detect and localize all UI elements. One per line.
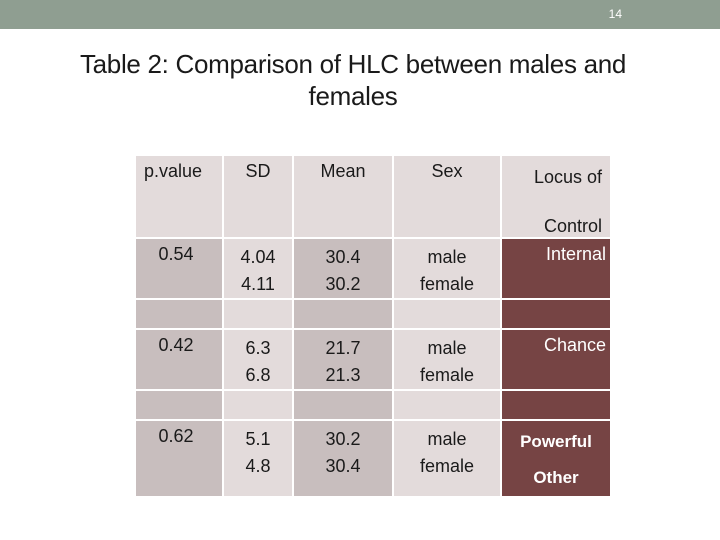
header-sd: SD <box>224 156 292 237</box>
top-bar: 14 <box>0 0 720 29</box>
pvalue-cell: 0.62 <box>136 421 222 496</box>
slide-number: 14 <box>608 7 622 21</box>
mean-cell: 21.7 21.3 <box>294 330 392 389</box>
mean-cell: 30.4 30.2 <box>294 239 392 298</box>
slide-title-line-2: females <box>308 81 398 111</box>
locus-cell: Internal <box>502 239 610 298</box>
table-spacer-row <box>136 300 610 328</box>
sex-cell: male female <box>394 239 500 298</box>
pvalue-cell: 0.42 <box>136 330 222 389</box>
header-locus-of-control: Locus of Control <box>502 156 610 237</box>
table-row: 0.62 5.1 4.8 30.2 30.4 male female Powerful… <box>136 421 610 496</box>
sex-cell: male female <box>394 421 500 496</box>
sex-cell: male female <box>394 330 500 389</box>
locus-cell: Powerful Other <box>502 421 610 496</box>
mean-cell: 30.2 30.4 <box>294 421 392 496</box>
table-row: 0.42 6.3 6.8 21.7 21.3 male female Chance <box>136 330 610 389</box>
header-sex: Sex <box>394 156 500 237</box>
pvalue-cell: 0.54 <box>136 239 222 298</box>
header-pvalue: p.value <box>136 156 222 237</box>
table-row: 0.54 4.04 4.11 30.4 30.2 male female Intern… <box>136 239 610 298</box>
sd-cell: 6.3 6.8 <box>224 330 292 389</box>
table-spacer-row <box>136 391 610 419</box>
header-locus-line-2: Control <box>543 216 602 236</box>
slide-title-line-1: Table 2: Comparison of HLC between males… <box>79 49 627 79</box>
locus-cell: Chance <box>502 330 610 389</box>
table-header-row: p.value SD Mean Sex Locus of Control <box>136 156 610 237</box>
sd-cell: 5.1 4.8 <box>224 421 292 496</box>
hlc-comparison-table: p.value SD Mean Sex Locus of Control 0.54… <box>134 154 612 498</box>
slide-title: Table 2: Comparison of HLC between males… <box>0 48 706 112</box>
sd-cell: 4.04 4.11 <box>224 239 292 298</box>
header-locus-line-1: Locus of <box>533 167 602 187</box>
header-mean: Mean <box>294 156 392 237</box>
